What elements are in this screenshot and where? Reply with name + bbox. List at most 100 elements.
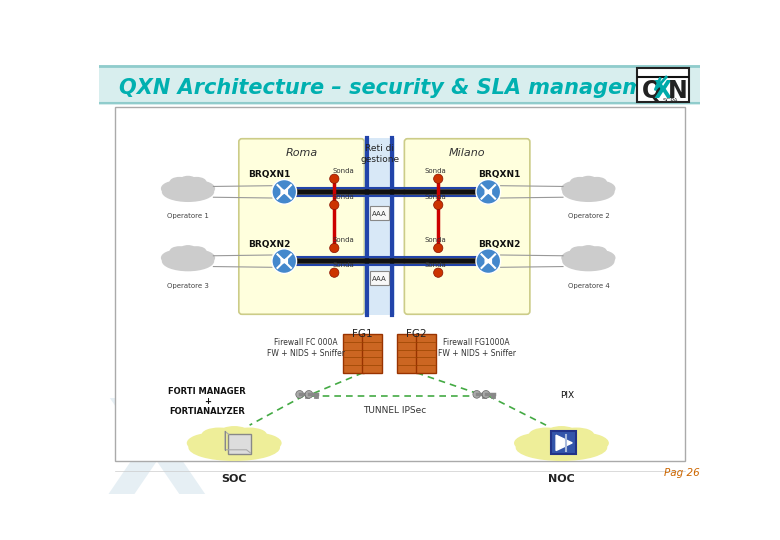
Text: N: N bbox=[668, 79, 687, 103]
Ellipse shape bbox=[580, 245, 597, 254]
Circle shape bbox=[272, 179, 296, 204]
Text: Sonda: Sonda bbox=[424, 168, 446, 174]
Polygon shape bbox=[556, 435, 573, 450]
FancyBboxPatch shape bbox=[343, 334, 364, 373]
Ellipse shape bbox=[168, 249, 208, 263]
Ellipse shape bbox=[569, 249, 608, 263]
Text: Sonda: Sonda bbox=[424, 194, 446, 200]
Ellipse shape bbox=[189, 434, 280, 461]
Text: Sonda: Sonda bbox=[424, 262, 446, 268]
Circle shape bbox=[476, 179, 501, 204]
Text: BRQXN1: BRQXN1 bbox=[478, 170, 520, 179]
Circle shape bbox=[330, 200, 339, 210]
Ellipse shape bbox=[161, 251, 214, 271]
Circle shape bbox=[330, 174, 339, 184]
Ellipse shape bbox=[179, 176, 197, 185]
Ellipse shape bbox=[569, 177, 590, 187]
Ellipse shape bbox=[186, 433, 241, 454]
Ellipse shape bbox=[526, 431, 597, 450]
Text: FORTI MANAGER
+
FORTIANALYZER: FORTI MANAGER + FORTIANALYZER bbox=[168, 387, 246, 416]
FancyBboxPatch shape bbox=[115, 107, 685, 461]
FancyBboxPatch shape bbox=[239, 139, 364, 314]
Text: BRQXN1: BRQXN1 bbox=[248, 170, 290, 179]
Text: Sonda: Sonda bbox=[333, 194, 354, 200]
Text: Sonda: Sonda bbox=[333, 168, 354, 174]
Text: SCPA: SCPA bbox=[663, 98, 679, 103]
Circle shape bbox=[482, 390, 490, 398]
Text: SOC: SOC bbox=[222, 474, 247, 484]
Ellipse shape bbox=[201, 428, 236, 442]
Text: FG1: FG1 bbox=[353, 329, 373, 339]
Text: FG2: FG2 bbox=[406, 329, 427, 339]
Text: QXN Architecture – security & SLA management: QXN Architecture – security & SLA manage… bbox=[119, 78, 682, 98]
Text: Firewall FG1000A
FW + NIDS + Sniffer: Firewall FG1000A FW + NIDS + Sniffer bbox=[438, 338, 516, 357]
Ellipse shape bbox=[562, 251, 615, 271]
Ellipse shape bbox=[529, 428, 564, 442]
Ellipse shape bbox=[555, 433, 609, 454]
Circle shape bbox=[434, 244, 443, 253]
FancyBboxPatch shape bbox=[228, 434, 251, 454]
Text: Operatore 3: Operatore 3 bbox=[167, 283, 209, 289]
FancyBboxPatch shape bbox=[364, 138, 395, 315]
FancyBboxPatch shape bbox=[397, 334, 418, 373]
Text: Sonda: Sonda bbox=[424, 237, 446, 244]
Ellipse shape bbox=[587, 246, 607, 257]
FancyBboxPatch shape bbox=[99, 65, 700, 105]
Ellipse shape bbox=[199, 431, 269, 450]
Text: Operatore 4: Operatore 4 bbox=[568, 283, 609, 289]
Text: AAA: AAA bbox=[372, 276, 387, 282]
Text: NOC: NOC bbox=[548, 474, 575, 484]
Circle shape bbox=[330, 268, 339, 278]
Ellipse shape bbox=[514, 433, 568, 454]
Circle shape bbox=[434, 268, 443, 278]
Text: Q: Q bbox=[641, 79, 661, 103]
Circle shape bbox=[305, 390, 313, 398]
Ellipse shape bbox=[569, 246, 590, 257]
Text: BRQXN2: BRQXN2 bbox=[478, 240, 520, 248]
Ellipse shape bbox=[587, 177, 607, 187]
Text: PIX: PIX bbox=[561, 392, 575, 400]
Ellipse shape bbox=[585, 181, 615, 197]
Ellipse shape bbox=[169, 246, 190, 257]
Text: Operatore 2: Operatore 2 bbox=[568, 213, 609, 219]
Text: TUNNEL IPSec: TUNNEL IPSec bbox=[363, 406, 426, 415]
Ellipse shape bbox=[547, 426, 576, 438]
FancyBboxPatch shape bbox=[416, 334, 436, 373]
Ellipse shape bbox=[569, 180, 608, 194]
Ellipse shape bbox=[161, 250, 192, 266]
Ellipse shape bbox=[168, 180, 208, 194]
Ellipse shape bbox=[186, 246, 207, 257]
Ellipse shape bbox=[184, 181, 215, 197]
Text: Roma: Roma bbox=[285, 148, 317, 158]
Circle shape bbox=[272, 249, 296, 273]
Ellipse shape bbox=[232, 428, 267, 442]
Ellipse shape bbox=[186, 177, 207, 187]
Ellipse shape bbox=[219, 426, 249, 438]
Ellipse shape bbox=[559, 428, 594, 442]
Ellipse shape bbox=[179, 245, 197, 254]
Ellipse shape bbox=[562, 250, 592, 266]
Ellipse shape bbox=[184, 250, 215, 266]
FancyBboxPatch shape bbox=[637, 68, 690, 102]
Ellipse shape bbox=[585, 250, 615, 266]
Text: X: X bbox=[654, 79, 672, 103]
Ellipse shape bbox=[228, 433, 282, 454]
Ellipse shape bbox=[169, 177, 190, 187]
FancyBboxPatch shape bbox=[370, 206, 389, 220]
Text: Firewall FC 000A
FW + NIDS + Sniffer: Firewall FC 000A FW + NIDS + Sniffer bbox=[267, 338, 345, 357]
Circle shape bbox=[296, 390, 303, 398]
Circle shape bbox=[476, 249, 501, 273]
Ellipse shape bbox=[580, 176, 597, 185]
Text: Pag 26: Pag 26 bbox=[665, 468, 700, 478]
FancyBboxPatch shape bbox=[551, 431, 576, 455]
Text: BRQXN2: BRQXN2 bbox=[248, 240, 290, 248]
Text: Sonda: Sonda bbox=[333, 262, 354, 268]
Text: Sonda: Sonda bbox=[333, 237, 354, 244]
Text: AAA: AAA bbox=[372, 211, 387, 217]
Text: Reti di
gestione: Reti di gestione bbox=[360, 144, 399, 164]
FancyBboxPatch shape bbox=[404, 139, 530, 314]
FancyBboxPatch shape bbox=[370, 271, 389, 285]
Ellipse shape bbox=[562, 181, 592, 197]
Ellipse shape bbox=[161, 181, 214, 202]
Circle shape bbox=[473, 390, 480, 398]
